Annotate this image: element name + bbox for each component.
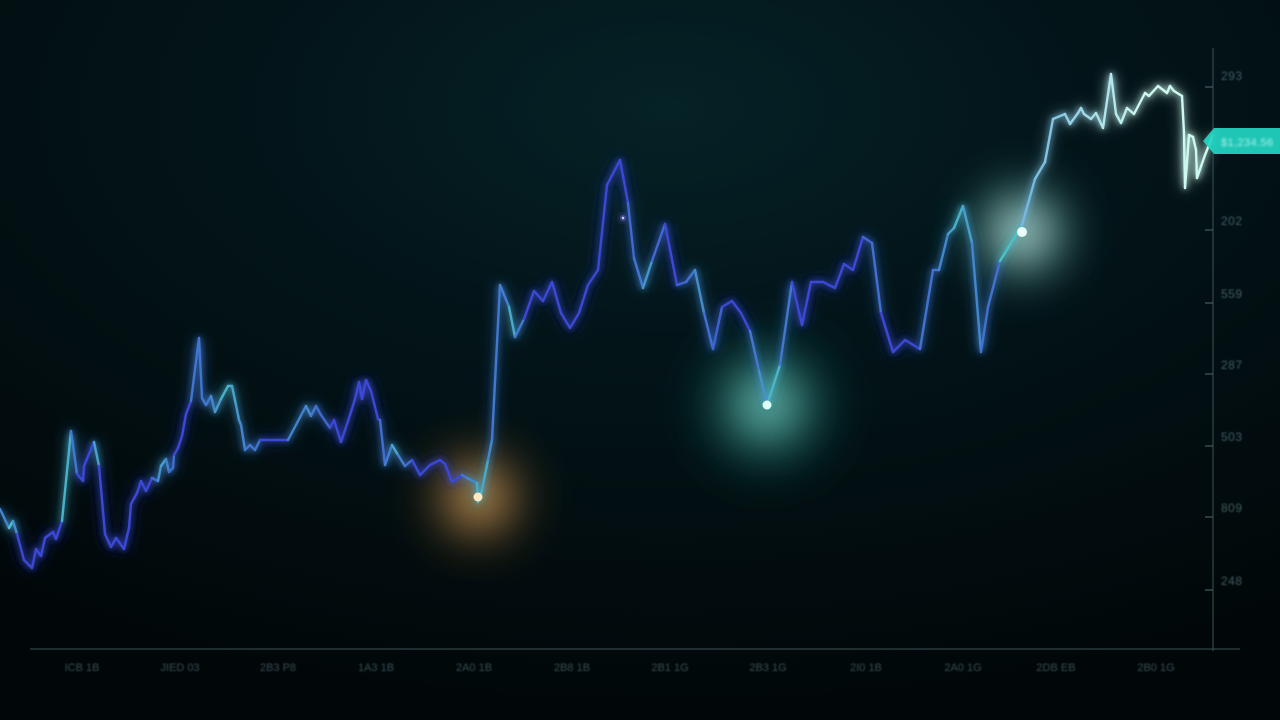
svg-text:202: 202 [1221, 214, 1243, 228]
svg-text:293: 293 [1221, 69, 1243, 83]
svg-text:2B8 1B: 2B8 1B [554, 662, 590, 674]
svg-text:559: 559 [1221, 287, 1243, 301]
svg-text:2A0 1B: 2A0 1B [456, 662, 492, 674]
svg-text:2A0 1G: 2A0 1G [944, 662, 981, 674]
svg-text:ICB 1B: ICB 1B [65, 662, 100, 674]
svg-text:503: 503 [1221, 430, 1243, 444]
svg-text:287: 287 [1221, 358, 1243, 372]
svg-text:2DB EB: 2DB EB [1036, 662, 1075, 674]
svg-text:2B3 P8: 2B3 P8 [260, 662, 296, 674]
svg-text:809: 809 [1221, 501, 1243, 515]
svg-text:JIED 03: JIED 03 [160, 662, 199, 674]
svg-text:248: 248 [1221, 574, 1243, 588]
svg-text:2B1 1G: 2B1 1G [651, 662, 688, 674]
svg-text:1A3 1B: 1A3 1B [358, 662, 394, 674]
svg-text:2B0 1G: 2B0 1G [1137, 662, 1174, 674]
svg-text:2B3 1G: 2B3 1G [749, 662, 786, 674]
svg-text:2I0 1B: 2I0 1B [850, 662, 882, 674]
svg-text:$1,234.56: $1,234.56 [1221, 137, 1274, 149]
